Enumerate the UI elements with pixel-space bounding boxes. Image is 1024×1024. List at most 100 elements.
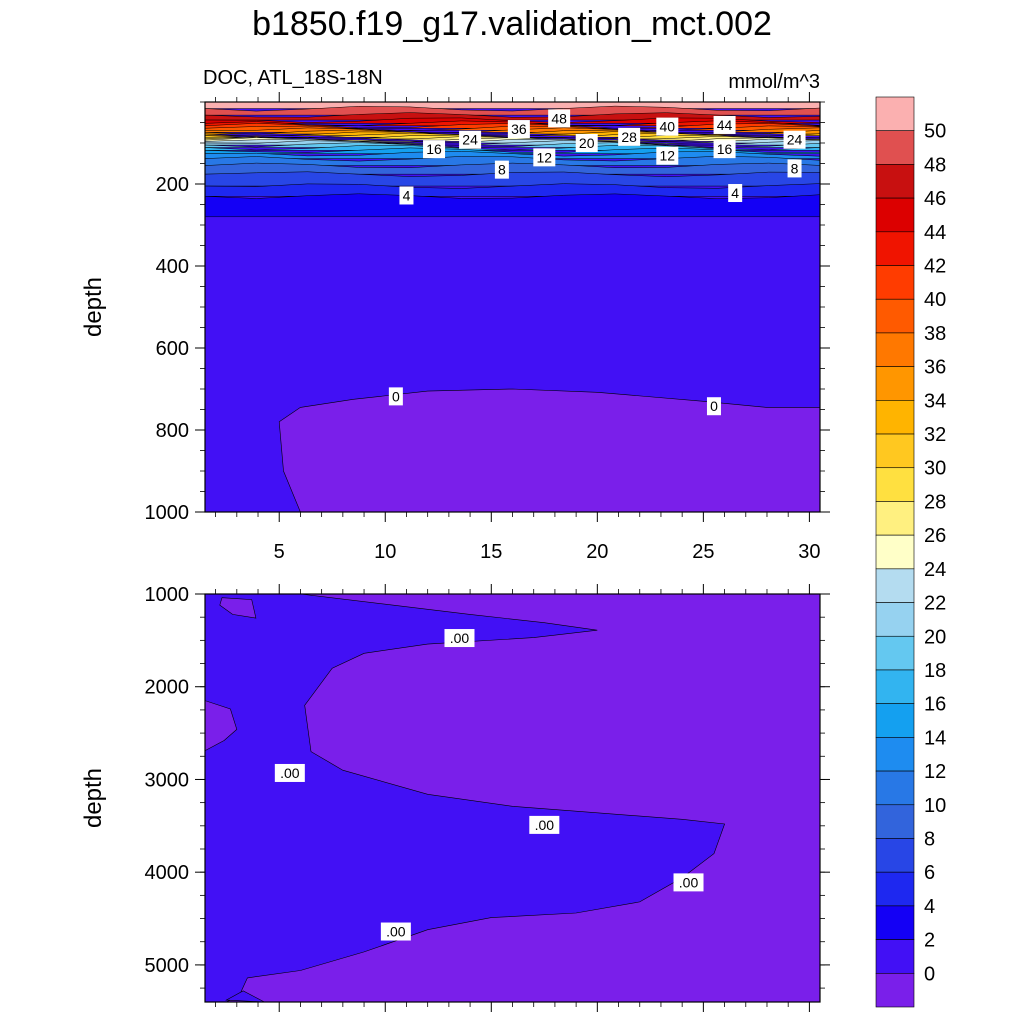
contour-label-box [787,159,802,178]
contour-label-box [423,140,446,159]
contour-line-label: .00 [274,763,305,782]
colorbar-label: 0 [924,963,935,985]
colorbar-label: 20 [924,626,946,648]
colorbar-label: 12 [924,761,946,783]
colorbar-label: 2 [924,930,935,952]
contour-label-box [399,186,414,205]
contour-label-box [529,815,560,834]
contour-label-box [533,148,556,167]
colorbar-label: 4 [924,896,935,918]
contour-label-text: .00 [679,874,699,890]
colorbar-label: 22 [924,593,946,615]
contour-label-text: 12 [660,148,676,164]
contour-line-label: 0 [706,397,721,416]
contour-label-box [618,127,641,146]
contour-line-label: 20 [575,134,598,152]
colorbar-swatch [875,433,915,469]
contour-line-label: 12 [533,148,556,167]
contour-line-label: .00 [444,629,475,648]
contour-label-box [656,117,679,136]
contour-label-text: .00 [386,924,406,940]
contour-label-box [507,120,530,139]
contour-line-label: 28 [618,127,641,146]
colorbar-label: 18 [924,660,946,682]
contour-label-text: 8 [498,162,506,178]
colorbar-swatch [875,703,915,738]
colorbar-label: 28 [924,491,946,513]
contour-label-box [783,130,806,149]
contour-label-box [388,387,403,406]
contour-line-label: 24 [459,130,482,149]
units-label: mmol/m^3 [728,71,820,93]
colorbar-swatch [875,332,915,367]
contour-line-label: 4 [728,184,743,203]
y-tick-label: 3000 [145,769,190,791]
contour-line-label: 8 [787,159,802,178]
x-tick-label: 5 [274,541,285,563]
colorbar-swatch [875,871,915,907]
contour-label-text: 4 [731,185,739,201]
contour-label-text: 8 [791,160,799,176]
colorbar-swatch [875,635,915,671]
contour-label-box [548,109,571,128]
contour-band-0 [278,388,820,512]
contour-band-50 [205,102,820,109]
colorbar-label: 50 [924,121,946,143]
y-tick-label: 4000 [145,862,190,884]
colorbar-label: 34 [924,390,946,412]
colorbar-swatch [875,366,915,401]
contour-label-box [444,629,475,648]
colorbar-swatch [875,838,915,873]
contour-line-label: 16 [713,140,736,159]
y-tick-label: 5000 [145,955,190,977]
contour-label-text: 40 [660,119,676,135]
contour-line-label: 0 [388,387,403,406]
contour-hole-1 [205,700,238,752]
colorbar-label: 36 [924,357,946,379]
colorbar-swatch [875,197,915,233]
contour-band-2 [205,193,820,218]
colorbar-swatch [875,467,915,502]
plot-area: .00 .00 .00 .00 .00 [205,594,820,1002]
contour-label-text: 16 [717,141,733,157]
colorbar-swatch [875,568,915,603]
colorbar-swatch [875,265,915,300]
x-tick-label: 30 [798,541,820,563]
contour-line-label: .00 [529,815,560,834]
colorbar-label: 42 [924,256,946,278]
contour-label-box [706,397,721,416]
colorbar-swatch [875,231,915,266]
contour-label-text: 24 [462,132,478,148]
contour-label-box [274,763,305,782]
contour-band-4 [205,183,820,197]
contour-line-label: 24 [783,130,806,149]
contour-label-box [713,115,736,134]
contour-label-text: 4 [403,187,411,203]
colorbar-label: 44 [924,222,946,244]
x-tick-label: 15 [480,541,502,563]
y-tick-label: 2000 [145,677,190,699]
contour-label-text: 0 [710,398,718,414]
colorbar-label: 32 [924,424,946,446]
contour-label-box [494,160,509,179]
colorbar-label: 38 [924,323,946,345]
colorbar-swatch [875,737,915,772]
colorbar-swatch [875,400,915,435]
contour-label-text: 16 [426,141,442,157]
x-tick-label: 25 [692,541,714,563]
contour-region-0 [205,594,726,1002]
contour-label-text: 0 [392,388,400,404]
colorbar-label: 30 [924,458,946,480]
contour-line-label: 12 [656,146,679,165]
colorbar-swatch [875,164,915,199]
colorbar-label: 46 [924,188,946,210]
colorbar-swatch [875,130,915,165]
left-label: DOC, ATL_18S-18N [203,67,383,89]
contour-label-text: 48 [551,110,567,126]
contour-line-label: .00 [380,922,411,941]
contour-label-text: 36 [511,121,527,137]
contour-label-box [575,134,598,152]
